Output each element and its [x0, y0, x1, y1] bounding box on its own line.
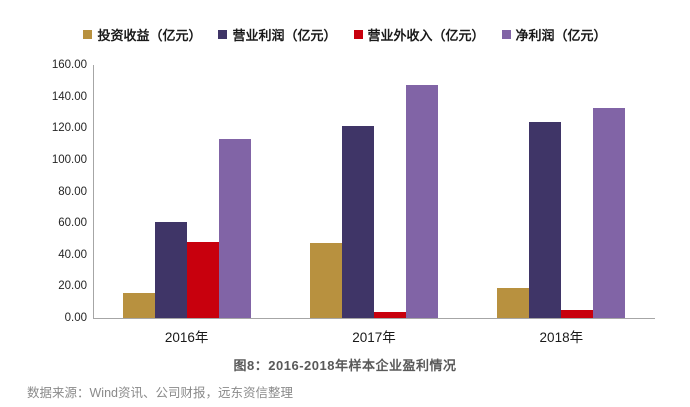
bar [310, 242, 342, 318]
bar [529, 121, 562, 318]
bar [154, 221, 187, 318]
bar [593, 108, 626, 318]
legend-label: 营业利润（亿元） [232, 28, 337, 43]
x-axis-line [93, 318, 655, 319]
y-axis-tick-label: 80.00 [58, 185, 87, 198]
y-axis-tick-label: 100.00 [51, 153, 87, 166]
legend-item-investment-income: 投资收益（亿元） [83, 25, 201, 44]
legend-item-operating-profit: 营业利润（亿元） [218, 25, 337, 44]
legend-label: 投资收益（亿元） [97, 28, 202, 43]
y-axis-tick-label: 0.00 [64, 312, 87, 324]
y-axis-tick-label: 140.00 [51, 90, 87, 103]
x-axis-tick-label: 2017年 [352, 330, 396, 345]
chart-legend: 投资收益（亿元） 营业利润（亿元） 营业外收入（亿元） 净利润（亿元） [0, 25, 690, 44]
legend-label: 营业外收入（亿元） [367, 28, 485, 43]
y-axis-tick-label: 20.00 [58, 280, 87, 293]
y-axis-tick-label: 160.00 [51, 59, 87, 71]
bar [561, 310, 594, 318]
legend-label: 净利润（亿元） [515, 28, 607, 43]
bar [218, 138, 251, 318]
figure-caption: 图8：2016-2018年样本企业盈利情况 [233, 358, 457, 373]
bar [497, 287, 530, 318]
data-source-note: 数据来源：Wind资讯、公司财报，远东资信整理 [27, 386, 293, 400]
bar [342, 125, 374, 318]
bar [186, 242, 219, 318]
y-axis-tick-label: 120.00 [51, 122, 87, 135]
legend-swatch-icon [353, 30, 363, 39]
bar [122, 292, 155, 318]
y-axis-tick-label: 60.00 [58, 217, 87, 230]
legend-swatch-icon [83, 30, 93, 39]
bar [406, 84, 438, 318]
legend-swatch-icon [501, 30, 511, 39]
x-axis-tick-label: 2018年 [539, 330, 584, 345]
legend-item-non-operating-income: 营业外收入（亿元） [353, 25, 485, 44]
y-axis-tick-label: 40.00 [58, 248, 87, 261]
legend-swatch-icon [218, 30, 228, 39]
y-axis-line [93, 65, 94, 318]
bar [374, 311, 406, 318]
x-axis-tick-label: 2016年 [164, 330, 209, 345]
legend-item-net-profit: 净利润（亿元） [501, 25, 607, 44]
